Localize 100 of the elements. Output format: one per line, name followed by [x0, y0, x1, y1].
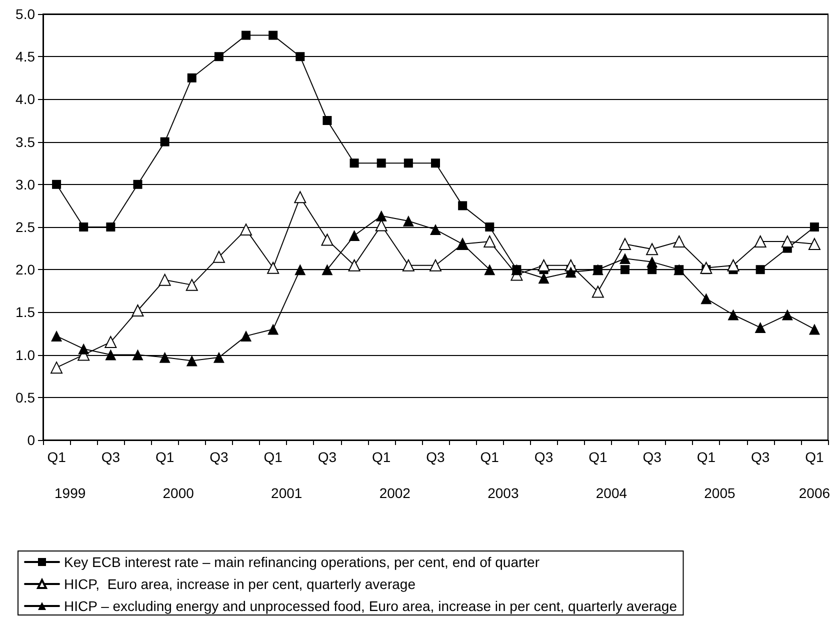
x-tick-label: Q1 [805, 449, 824, 465]
point [620, 265, 630, 274]
point [186, 278, 198, 291]
point [294, 191, 306, 204]
point [538, 272, 550, 284]
point [159, 352, 170, 363]
point [132, 349, 144, 360]
y-tick-label: 1.0 [16, 346, 36, 363]
point [808, 324, 820, 335]
y-tick-label: 3.5 [16, 134, 36, 150]
point [350, 158, 359, 168]
text: 2003 [488, 485, 519, 501]
point [50, 362, 63, 374]
y-tick-label: 0.5 [16, 389, 36, 406]
point [754, 322, 766, 334]
point [808, 238, 820, 250]
point [133, 180, 142, 189]
x-tick-label: Q1 [588, 449, 608, 465]
point [484, 235, 496, 248]
x-tick-label: Q1 [47, 449, 66, 465]
point [268, 324, 279, 335]
text: 2005 [704, 485, 736, 501]
text: 2001 [271, 485, 302, 501]
x-tick-label: Q1 [696, 449, 716, 465]
point [52, 180, 62, 189]
point [187, 73, 196, 82]
point [565, 266, 576, 278]
text: 2002 [379, 485, 411, 501]
point [348, 230, 360, 242]
legend-label: Key ECB interest rate – main refinancing operations, per cent, end of quarter [64, 554, 540, 570]
point [430, 224, 441, 236]
point [51, 330, 62, 342]
point [348, 259, 360, 272]
point [619, 253, 630, 264]
y-tick-label: 2.0 [16, 262, 36, 278]
point [402, 216, 414, 227]
point [296, 52, 305, 62]
point [781, 235, 794, 248]
point [484, 264, 496, 276]
point [673, 235, 686, 248]
point [268, 30, 278, 40]
point [538, 259, 550, 272]
point [106, 222, 116, 232]
point [618, 238, 631, 250]
x-tick-label: Q1 [372, 449, 391, 465]
point [458, 201, 468, 210]
y-tick-label: 1.5 [16, 304, 36, 320]
point [294, 264, 306, 276]
point [810, 222, 819, 232]
point [728, 309, 739, 320]
x-tick-label: Q3 [101, 449, 120, 465]
point [105, 349, 116, 360]
point [404, 158, 413, 168]
point [132, 304, 144, 316]
point [160, 137, 170, 146]
x-tick-label: Q1 [155, 449, 174, 465]
point [186, 355, 198, 366]
legend-label: HICP, Euro area, increase in per cent, quarterly average [64, 576, 416, 592]
x-tick-label: Q3 [750, 449, 770, 465]
point [213, 352, 224, 363]
point [104, 336, 117, 348]
text: 2004 [596, 485, 628, 501]
point [782, 309, 793, 320]
y-tick-label: 4.5 [16, 48, 36, 65]
point [485, 222, 494, 232]
point [322, 264, 333, 276]
x-tick-label: Q3 [534, 449, 554, 465]
text: 2000 [162, 485, 194, 501]
point [431, 158, 440, 168]
point [212, 250, 225, 263]
point [756, 265, 765, 274]
point [646, 256, 658, 268]
point [267, 262, 280, 274]
point [79, 222, 88, 232]
point [376, 158, 386, 168]
x-tick-label: Q3 [210, 449, 228, 465]
y-tick-label: 4.0 [16, 91, 36, 108]
y-tick-label: 2.5 [16, 219, 36, 235]
point [321, 234, 334, 246]
x-tick-label: Q3 [426, 449, 446, 465]
point [727, 259, 740, 272]
point [242, 30, 251, 40]
y-tick-label: 0 [27, 432, 36, 448]
x-tick-label: Q1 [264, 449, 283, 465]
point [322, 116, 332, 125]
point [158, 274, 171, 286]
text: 2006 [798, 485, 830, 501]
text: 1999 [54, 485, 86, 501]
point [78, 343, 90, 354]
y-tick-label: 5.0 [16, 6, 36, 22]
point [240, 330, 252, 342]
point [646, 243, 658, 256]
x-tick-label: Q3 [642, 449, 662, 465]
point [754, 235, 766, 248]
point [376, 210, 387, 222]
x-tick-label: Q1 [480, 449, 500, 465]
point [240, 224, 252, 236]
point [402, 259, 414, 272]
point [592, 286, 604, 298]
point [430, 259, 442, 272]
